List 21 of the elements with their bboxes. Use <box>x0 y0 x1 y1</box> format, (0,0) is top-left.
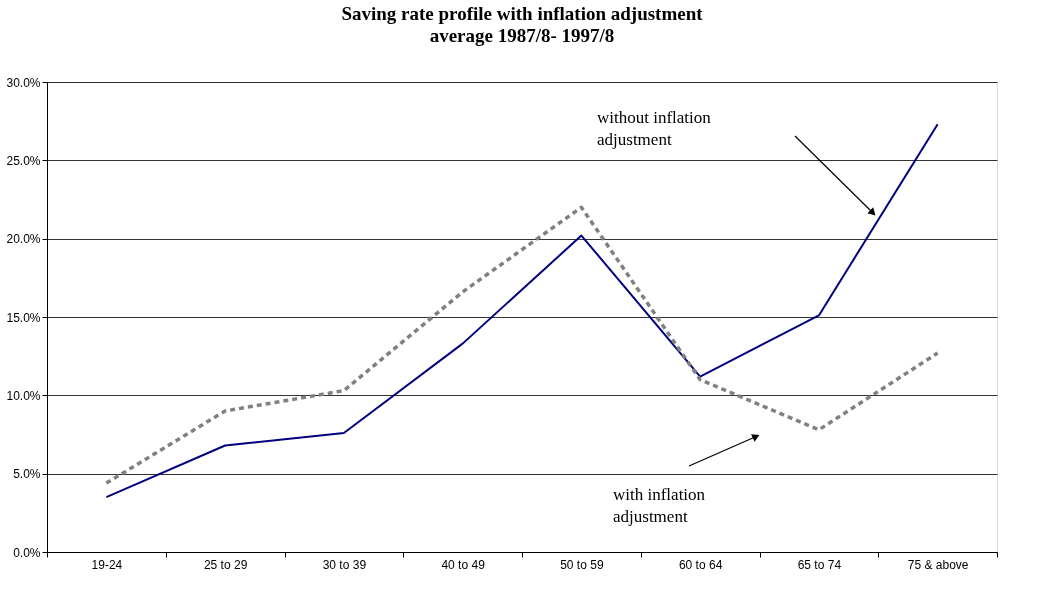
x-tick-label: 40 to 49 <box>441 557 486 572</box>
x-tick-label: 75 & above <box>907 557 969 572</box>
line-series <box>105 123 939 499</box>
y-tick-label: 5.0% <box>13 467 41 482</box>
y-tick-label: 0.0% <box>13 545 41 560</box>
x-tick-label: 50 to 59 <box>560 557 604 572</box>
line-series <box>104 205 940 485</box>
chart-title: Saving rate profile with inflation adjustment <box>341 3 704 24</box>
chart-subtitle: average 1987/8- 1997/8 <box>429 25 615 46</box>
x-tick-label: 25 to 29 <box>203 557 248 572</box>
y-tick-label: 10.0% <box>6 388 41 403</box>
x-tick-label: 30 to 39 <box>322 557 367 572</box>
x-tick-label: 60 to 64 <box>678 557 723 572</box>
annotation: without inflation adjustment <box>597 108 712 149</box>
y-tick-label: 15.0% <box>6 310 41 325</box>
y-tick-label: 20.0% <box>6 232 41 247</box>
annotation: with inflation adjustment <box>613 485 706 526</box>
x-tick-label: 19-24 <box>91 557 123 572</box>
y-tick-label: 25.0% <box>6 153 41 168</box>
x-tick-label: 65 to 74 <box>797 557 842 572</box>
y-tick-label: 30.0% <box>6 75 41 90</box>
